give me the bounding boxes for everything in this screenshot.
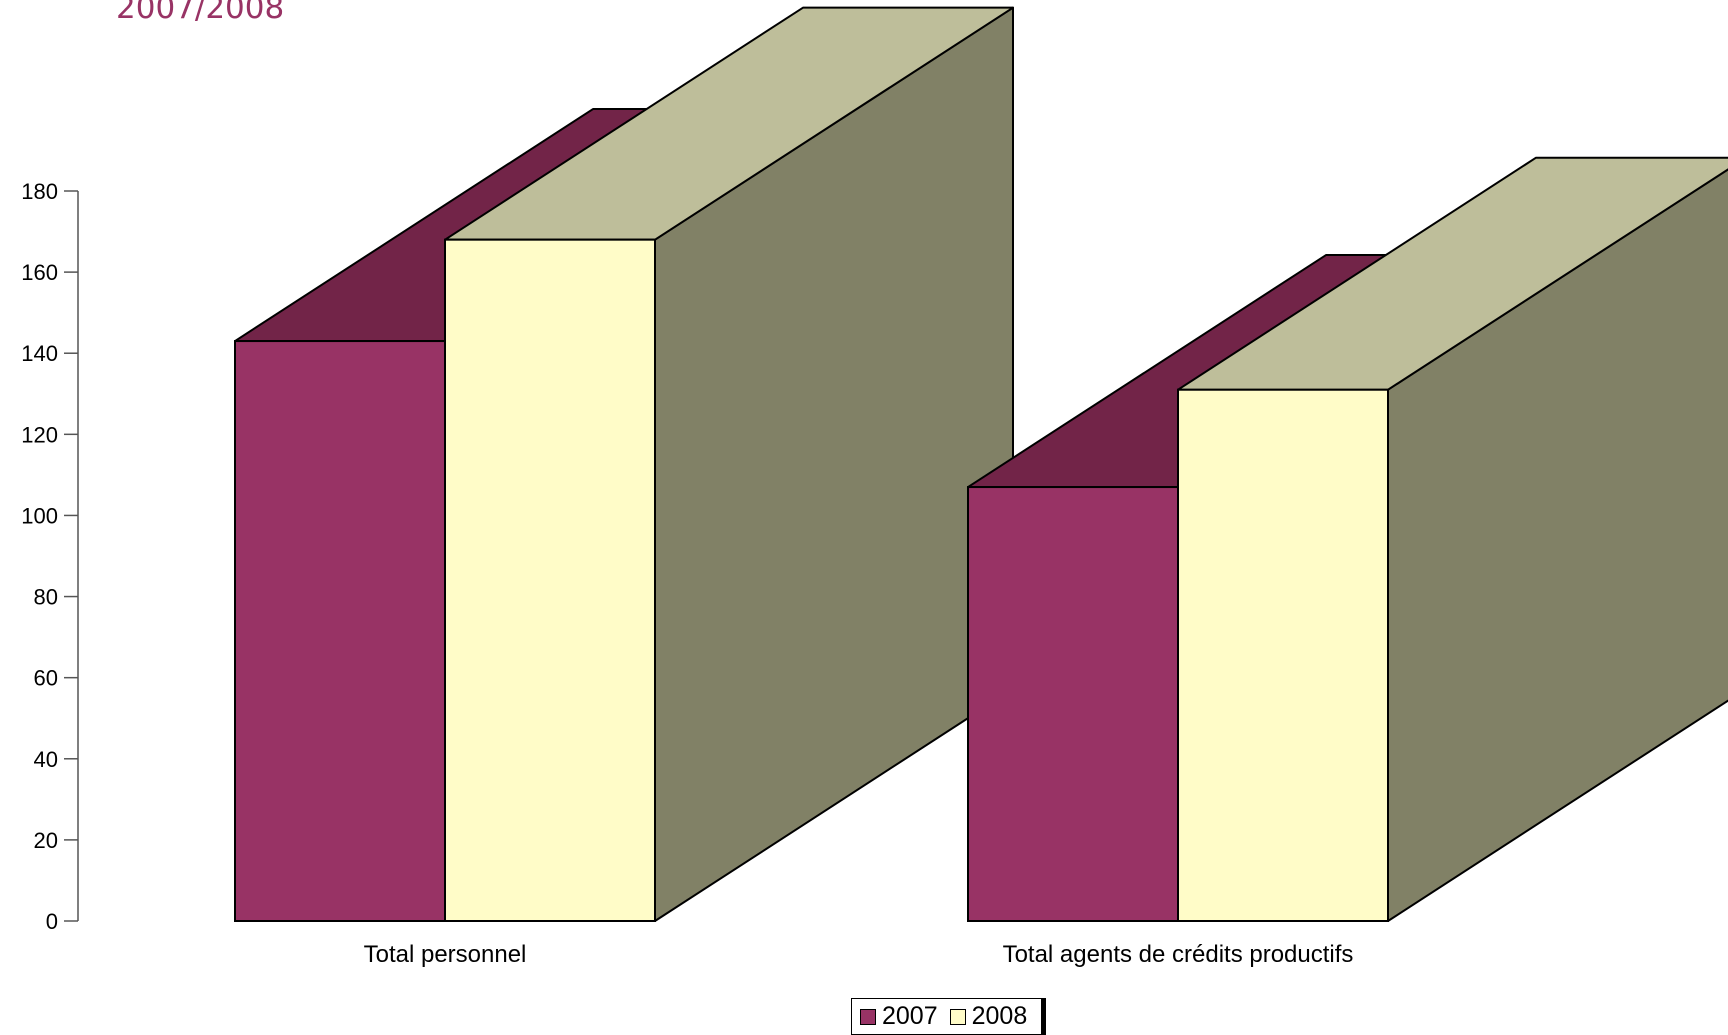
y-tick-label: 20	[34, 828, 58, 853]
bar-front-face	[967, 486, 1179, 922]
legend-item-series-1: 2007	[860, 1002, 938, 1031]
y-tick-label: 0	[46, 909, 58, 934]
legend-item-series-2: 2008	[949, 1002, 1028, 1031]
y-tick-label: 120	[21, 422, 58, 447]
y-tick-label: 80	[34, 585, 58, 610]
bar-front-face	[1177, 388, 1389, 922]
bars-layer	[234, 6, 1728, 922]
x-category-label: Total agents de crédits productifs	[1003, 941, 1354, 968]
legend: 2007 2008	[851, 998, 1043, 1035]
x-category-label: Total personnel	[364, 941, 527, 968]
legend-label-series-1: 2007	[882, 1002, 938, 1030]
bar-front-face	[444, 238, 656, 922]
y-tick-label: 140	[21, 341, 58, 366]
legend-swatch-series-1	[860, 1008, 876, 1025]
bar-1-2008	[444, 6, 1014, 922]
bar-front-face	[234, 340, 446, 922]
legend-swatch-series-2	[949, 1008, 966, 1025]
y-tick-label: 180	[21, 179, 58, 204]
y-tick-label: 100	[21, 503, 58, 528]
bar-2-2008	[1177, 156, 1728, 922]
y-tick-label: 160	[21, 260, 58, 285]
y-tick-label: 60	[34, 666, 58, 691]
x-axis-labels: Total personnel Total agents de crédits p…	[364, 941, 1354, 968]
legend-label-series-2: 2008	[971, 1002, 1028, 1030]
chart-subtitle: 2007/2008	[116, 0, 285, 26]
y-axis: 0 20 40 60 80 100 120 140 160 180	[21, 179, 79, 934]
y-tick-label: 40	[34, 747, 58, 772]
